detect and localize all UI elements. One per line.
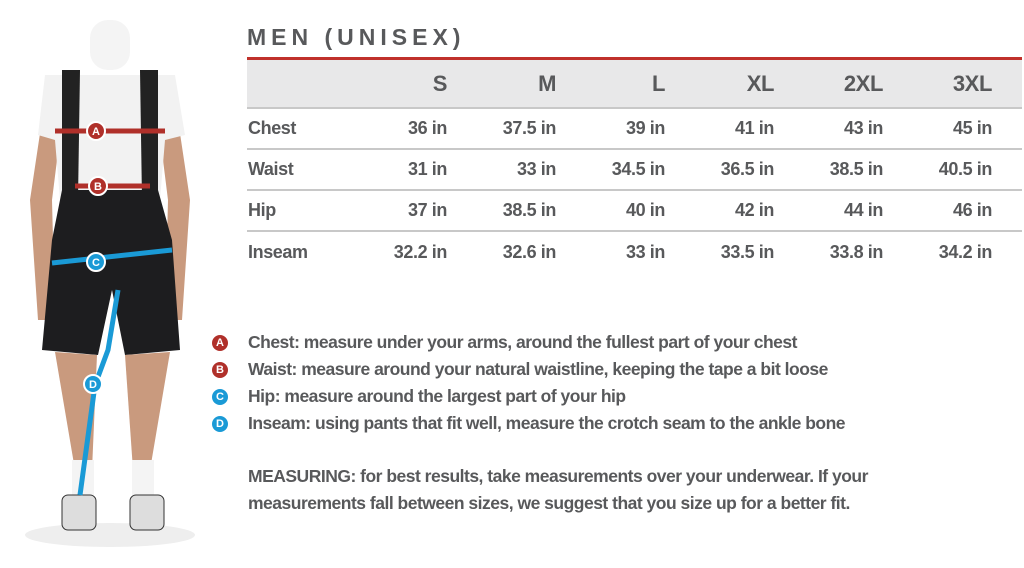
row-label: Hip xyxy=(248,200,276,220)
size-column-header: 2XL xyxy=(843,70,884,96)
table-cell: 41 in xyxy=(734,118,774,138)
legend-marker-icon: D xyxy=(212,415,228,432)
table-cell: 45 in xyxy=(952,118,992,138)
table-cell: 37 in xyxy=(407,200,447,220)
table-cell: 44 in xyxy=(843,200,883,220)
table-cell: 37.5 in xyxy=(502,118,557,138)
measuring-note: MEASURING: for best results, take measur… xyxy=(248,466,868,513)
marker-b-icon: B xyxy=(88,176,108,196)
table-cell: 32.6 in xyxy=(502,241,557,262)
table-cell: 34.5 in xyxy=(611,159,666,179)
legend-item: C Hip: measure around the largest part of… xyxy=(212,383,845,410)
row-label: Inseam xyxy=(248,241,308,262)
marker-c-icon: C xyxy=(86,252,106,272)
table-row: Waist 31 in 33 in 34.5 in 36.5 in 38.5 in 40.5… xyxy=(247,149,1022,190)
legend-text: Chest: measure under your arms, around t… xyxy=(248,332,797,352)
table-cell: 31 in xyxy=(407,159,447,179)
legend-marker-icon: A xyxy=(212,334,228,351)
row-label: Waist xyxy=(248,159,294,179)
model-figure-illustration: A B C D xyxy=(25,20,195,547)
table-cell: 34.2 in xyxy=(938,241,993,262)
table-cell: 38.5 in xyxy=(502,200,557,220)
table-row: Hip 37 in 38.5 in 40 in 42 in 44 in 46 in xyxy=(247,190,1022,231)
table-row: Inseam 32.2 in 32.6 in 33 in 33.5 in 33.8 in 3… xyxy=(247,231,1022,272)
table-cell: 33 in xyxy=(516,159,556,179)
svg-text:B: B xyxy=(94,181,102,193)
table-cell: 33.8 in xyxy=(829,241,884,262)
table-row: Chest 36 in 37.5 in 39 in 41 in 43 in 45 in xyxy=(247,108,1022,149)
svg-text:C: C xyxy=(92,257,100,269)
legend-text: Inseam: using pants that fit well, measu… xyxy=(248,413,846,433)
size-column-header: M xyxy=(538,70,556,96)
size-column-header: L xyxy=(651,70,665,96)
table-cell: 36.5 in xyxy=(720,159,775,179)
row-label: Chest xyxy=(248,118,297,138)
table-cell: 40.5 in xyxy=(938,159,993,179)
legend-text: Hip: measure around the largest part of … xyxy=(248,386,626,406)
table-cell: 39 in xyxy=(625,118,665,138)
legend-marker-icon: B xyxy=(212,361,228,378)
title-divider xyxy=(247,57,1022,60)
legend-item: A Chest: measure under your arms, around … xyxy=(212,329,845,356)
table-cell: 32.2 in xyxy=(393,241,448,262)
table-cell: 46 in xyxy=(952,200,992,220)
legend-marker-icon: C xyxy=(212,388,228,405)
table-cell: 43 in xyxy=(843,118,883,138)
table-cell: 42 in xyxy=(734,200,774,220)
measurement-legend: A Chest: measure under your arms, around … xyxy=(212,329,846,437)
table-cell: 38.5 in xyxy=(829,159,884,179)
svg-text:A: A xyxy=(92,126,100,138)
marker-a-icon: A xyxy=(86,121,106,141)
table-cell: 33 in xyxy=(625,241,665,262)
legend-item: D Inseam: using pants that fit well, meas… xyxy=(212,410,846,437)
svg-text:D: D xyxy=(89,379,97,391)
size-column-header: 3XL xyxy=(952,70,993,96)
table-cell: 40 in xyxy=(625,200,665,220)
size-header-row: S M L XL 2XL 3XL xyxy=(247,60,1022,108)
size-column-header: S xyxy=(432,70,448,96)
page-title: MEN (UNISEX) xyxy=(247,24,466,50)
legend-text: Waist: measure around your natural waist… xyxy=(248,359,828,379)
marker-d-icon: D xyxy=(83,374,103,394)
legend-item: B Waist: measure around your natural wais… xyxy=(212,356,845,383)
size-column-header: XL xyxy=(746,70,775,96)
table-cell: 33.5 in xyxy=(720,241,775,262)
table-cell: 36 in xyxy=(407,118,447,138)
size-table: S M L XL 2XL 3XL Chest 36 in 37.5 in 39 in 41 in 4… xyxy=(247,60,1022,272)
